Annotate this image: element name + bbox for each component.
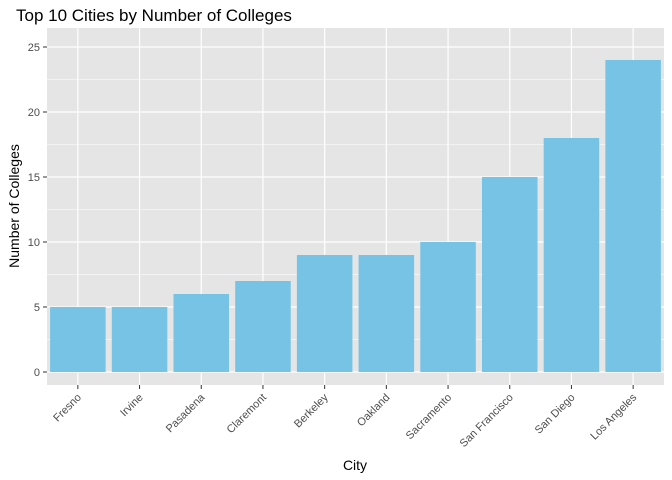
x-axis-title: City xyxy=(343,457,367,473)
y-tick-label: 10 xyxy=(28,237,40,249)
x-tick-label: San Diego xyxy=(533,392,578,437)
bar xyxy=(111,307,168,372)
bar xyxy=(235,281,291,372)
bar xyxy=(543,138,600,372)
x-tick-label: Berkeley xyxy=(292,391,331,430)
x-tick-label: Sacramento xyxy=(404,392,454,442)
bar xyxy=(420,242,476,372)
bar xyxy=(173,294,230,372)
y-axis: 0 5 10 15 20 25 xyxy=(28,42,47,379)
x-tick-label: Fresno xyxy=(51,392,84,425)
x-tick-label: San Francisco xyxy=(458,392,516,450)
chart-title: Top 10 Cities by Number of Colleges xyxy=(16,6,292,25)
bar xyxy=(50,307,106,372)
x-tick-label: Los Angeles xyxy=(588,391,639,442)
x-tick-label: Claremont xyxy=(225,392,269,436)
x-axis: Fresno Irvine Pasadena Claremont Berkeley Oak… xyxy=(51,385,640,450)
y-tick-label: 0 xyxy=(34,367,40,379)
y-tick-label: 20 xyxy=(28,107,40,119)
bar xyxy=(481,177,538,372)
y-tick-label: 25 xyxy=(28,42,40,54)
x-tick-label: Irvine xyxy=(118,392,146,420)
bar xyxy=(358,255,415,372)
y-tick-label: 5 xyxy=(34,302,40,314)
y-tick-label: 15 xyxy=(28,172,40,184)
x-tick-label: Pasadena xyxy=(164,391,208,435)
bar xyxy=(296,255,353,372)
y-axis-title: Number of Colleges xyxy=(6,144,22,268)
bars xyxy=(50,60,661,372)
x-tick-label: Oakland xyxy=(355,392,392,429)
bar xyxy=(605,60,661,372)
